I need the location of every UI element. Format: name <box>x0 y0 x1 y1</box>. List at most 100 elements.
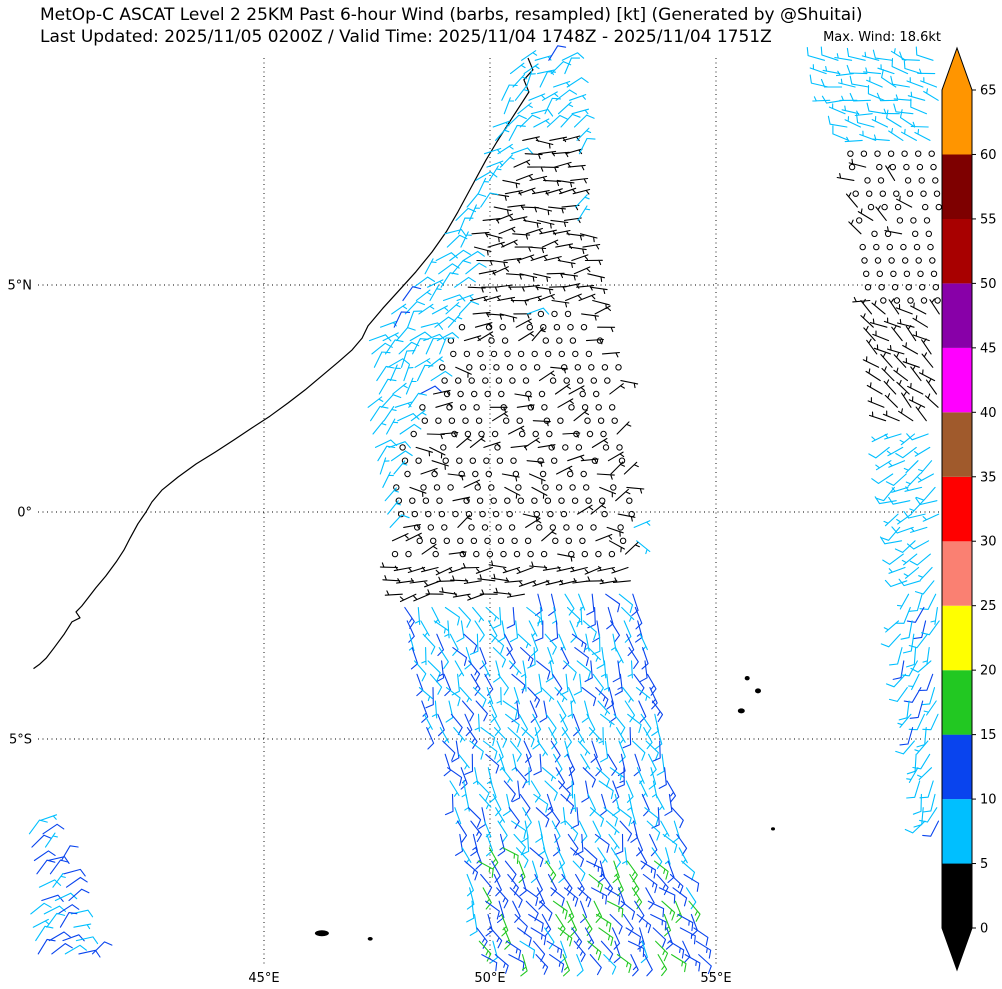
calm-circle <box>485 470 492 478</box>
wind-barb <box>902 342 919 355</box>
calm-circle <box>511 537 518 544</box>
wind-barb <box>507 873 519 896</box>
wind-barb <box>906 540 930 550</box>
wind-barb <box>461 847 472 864</box>
wind-barb <box>828 103 846 115</box>
wind-barb <box>531 190 550 196</box>
calm-circle <box>436 497 443 504</box>
wind-barb <box>597 565 615 572</box>
wind-barb <box>511 700 520 723</box>
wind-barb <box>598 927 614 947</box>
wind-barb <box>492 793 502 817</box>
wind-barb <box>866 102 887 115</box>
wind-barb <box>541 239 559 248</box>
wind-barb <box>559 940 567 964</box>
calm-circle <box>576 524 584 531</box>
wind-barb <box>611 566 629 574</box>
wind-barb <box>461 700 475 722</box>
wind-barb <box>595 687 609 708</box>
wind-barb <box>607 451 625 462</box>
lon-tick-label: 50°E <box>474 971 505 986</box>
calm-circle <box>900 243 907 251</box>
wind-barb <box>464 753 474 775</box>
wind-barb <box>821 95 844 104</box>
wind-barb <box>30 902 52 915</box>
calm-circle <box>866 190 873 197</box>
calm-circle <box>459 550 466 558</box>
wind-barb <box>576 660 592 680</box>
calm-circle <box>515 484 522 491</box>
wind-barb <box>444 606 460 626</box>
wind-barb <box>495 807 506 824</box>
wind-barb <box>600 713 615 728</box>
wind-barb <box>903 59 922 75</box>
wind-barb <box>509 740 522 762</box>
wind-barb <box>559 187 577 195</box>
wind-barb <box>903 687 922 703</box>
wind-barb <box>558 633 567 651</box>
wind-barb <box>535 807 550 828</box>
calm-circle <box>491 430 499 438</box>
wind-barb <box>456 294 474 302</box>
wind-barb <box>668 940 685 959</box>
wind-barb <box>508 954 525 972</box>
colorbar-tick-label: 30 <box>980 535 997 550</box>
island <box>367 937 373 941</box>
wind-barb <box>511 820 527 840</box>
wind-barb <box>449 780 460 797</box>
wind-barb <box>879 536 903 545</box>
colorbar: 0 5 10 15 20 25 30 35 40 45 50 55 60 65 <box>941 46 997 972</box>
wind-barb <box>591 887 608 905</box>
wind-barb <box>526 307 550 315</box>
wind-barb <box>827 115 848 128</box>
calm-circle <box>595 404 602 411</box>
wind-barb <box>880 526 901 541</box>
wind-barb <box>635 833 644 857</box>
colorbar-tick-label: 45 <box>980 341 997 356</box>
calm-circle <box>539 470 547 478</box>
wind-barb <box>409 486 427 498</box>
calm-circle <box>560 510 568 518</box>
wind-barb <box>923 700 937 716</box>
calm-circle <box>504 497 511 504</box>
colorbar-tick-label: 50 <box>980 277 997 292</box>
wind-barb <box>854 110 873 117</box>
wind-barb <box>466 193 487 208</box>
wind-barb <box>556 566 575 572</box>
wind-barb <box>651 807 660 829</box>
calm-circle <box>861 257 868 264</box>
wind-barb <box>656 753 665 776</box>
wind-barb <box>501 239 518 248</box>
calm-circle <box>910 217 917 224</box>
wind-barb <box>516 404 535 410</box>
wind-barb <box>672 887 688 907</box>
wind-barb <box>498 226 516 235</box>
calm-circle <box>503 417 510 424</box>
wind-barb <box>571 108 590 115</box>
wind-barb <box>587 606 596 629</box>
wind-barb <box>424 258 437 275</box>
wind-barb <box>844 136 863 143</box>
wind-barb <box>896 593 910 610</box>
wind-barb <box>868 446 890 459</box>
wind-barb <box>848 219 862 235</box>
wind-barb <box>382 332 400 342</box>
wind-barb <box>907 382 924 395</box>
wind-barb <box>582 913 593 936</box>
calm-circle <box>864 284 872 291</box>
calm-circle <box>920 297 928 304</box>
wind-barb <box>504 633 513 656</box>
wind-barb <box>921 687 936 706</box>
calm-circle <box>586 430 594 438</box>
calm-circle <box>441 377 448 384</box>
calm-circle <box>498 390 505 398</box>
wind-barb <box>568 385 586 395</box>
wind-barb <box>674 900 683 924</box>
calm-circle <box>889 163 896 171</box>
wind-barb <box>467 593 485 601</box>
wind-barb <box>867 397 885 408</box>
wind-barb <box>439 337 455 355</box>
wind-barb <box>494 954 509 974</box>
wind-barb <box>57 904 80 915</box>
wind-barb <box>898 408 914 422</box>
